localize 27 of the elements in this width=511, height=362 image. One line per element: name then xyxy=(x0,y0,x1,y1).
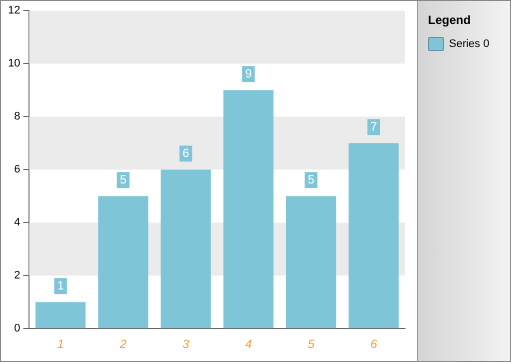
data-label: 9 xyxy=(245,66,252,80)
legend-title: Legend xyxy=(428,13,472,27)
y-tick-label: 8 xyxy=(14,110,20,123)
bar xyxy=(98,196,148,328)
bar xyxy=(223,90,274,328)
bar xyxy=(160,170,211,328)
y-tick-label: 2 xyxy=(14,270,20,282)
data-label: 6 xyxy=(182,146,190,160)
data-label: 5 xyxy=(308,172,315,186)
x-tick-label: 5 xyxy=(308,337,315,352)
y-tick-label: 10 xyxy=(8,58,20,70)
data-label: 5 xyxy=(120,172,127,186)
y-tick-label: 6 xyxy=(14,164,20,176)
x-tick-label: 4 xyxy=(245,337,252,352)
bar xyxy=(348,143,399,328)
x-tick-label: 3 xyxy=(182,337,190,352)
bar xyxy=(36,302,86,328)
y-tick-label: 12 xyxy=(8,4,20,17)
x-tick-label: 2 xyxy=(118,337,127,352)
x-tick-label: 6 xyxy=(370,337,378,352)
y-tick-label: 4 xyxy=(14,216,20,229)
data-label: 7 xyxy=(370,119,378,134)
y-tick-label: 0 xyxy=(14,322,20,335)
text: Series 0 xyxy=(449,38,490,50)
bar xyxy=(286,196,336,328)
x-tick-label: 1 xyxy=(57,337,64,352)
data-label: 1 xyxy=(57,278,64,292)
